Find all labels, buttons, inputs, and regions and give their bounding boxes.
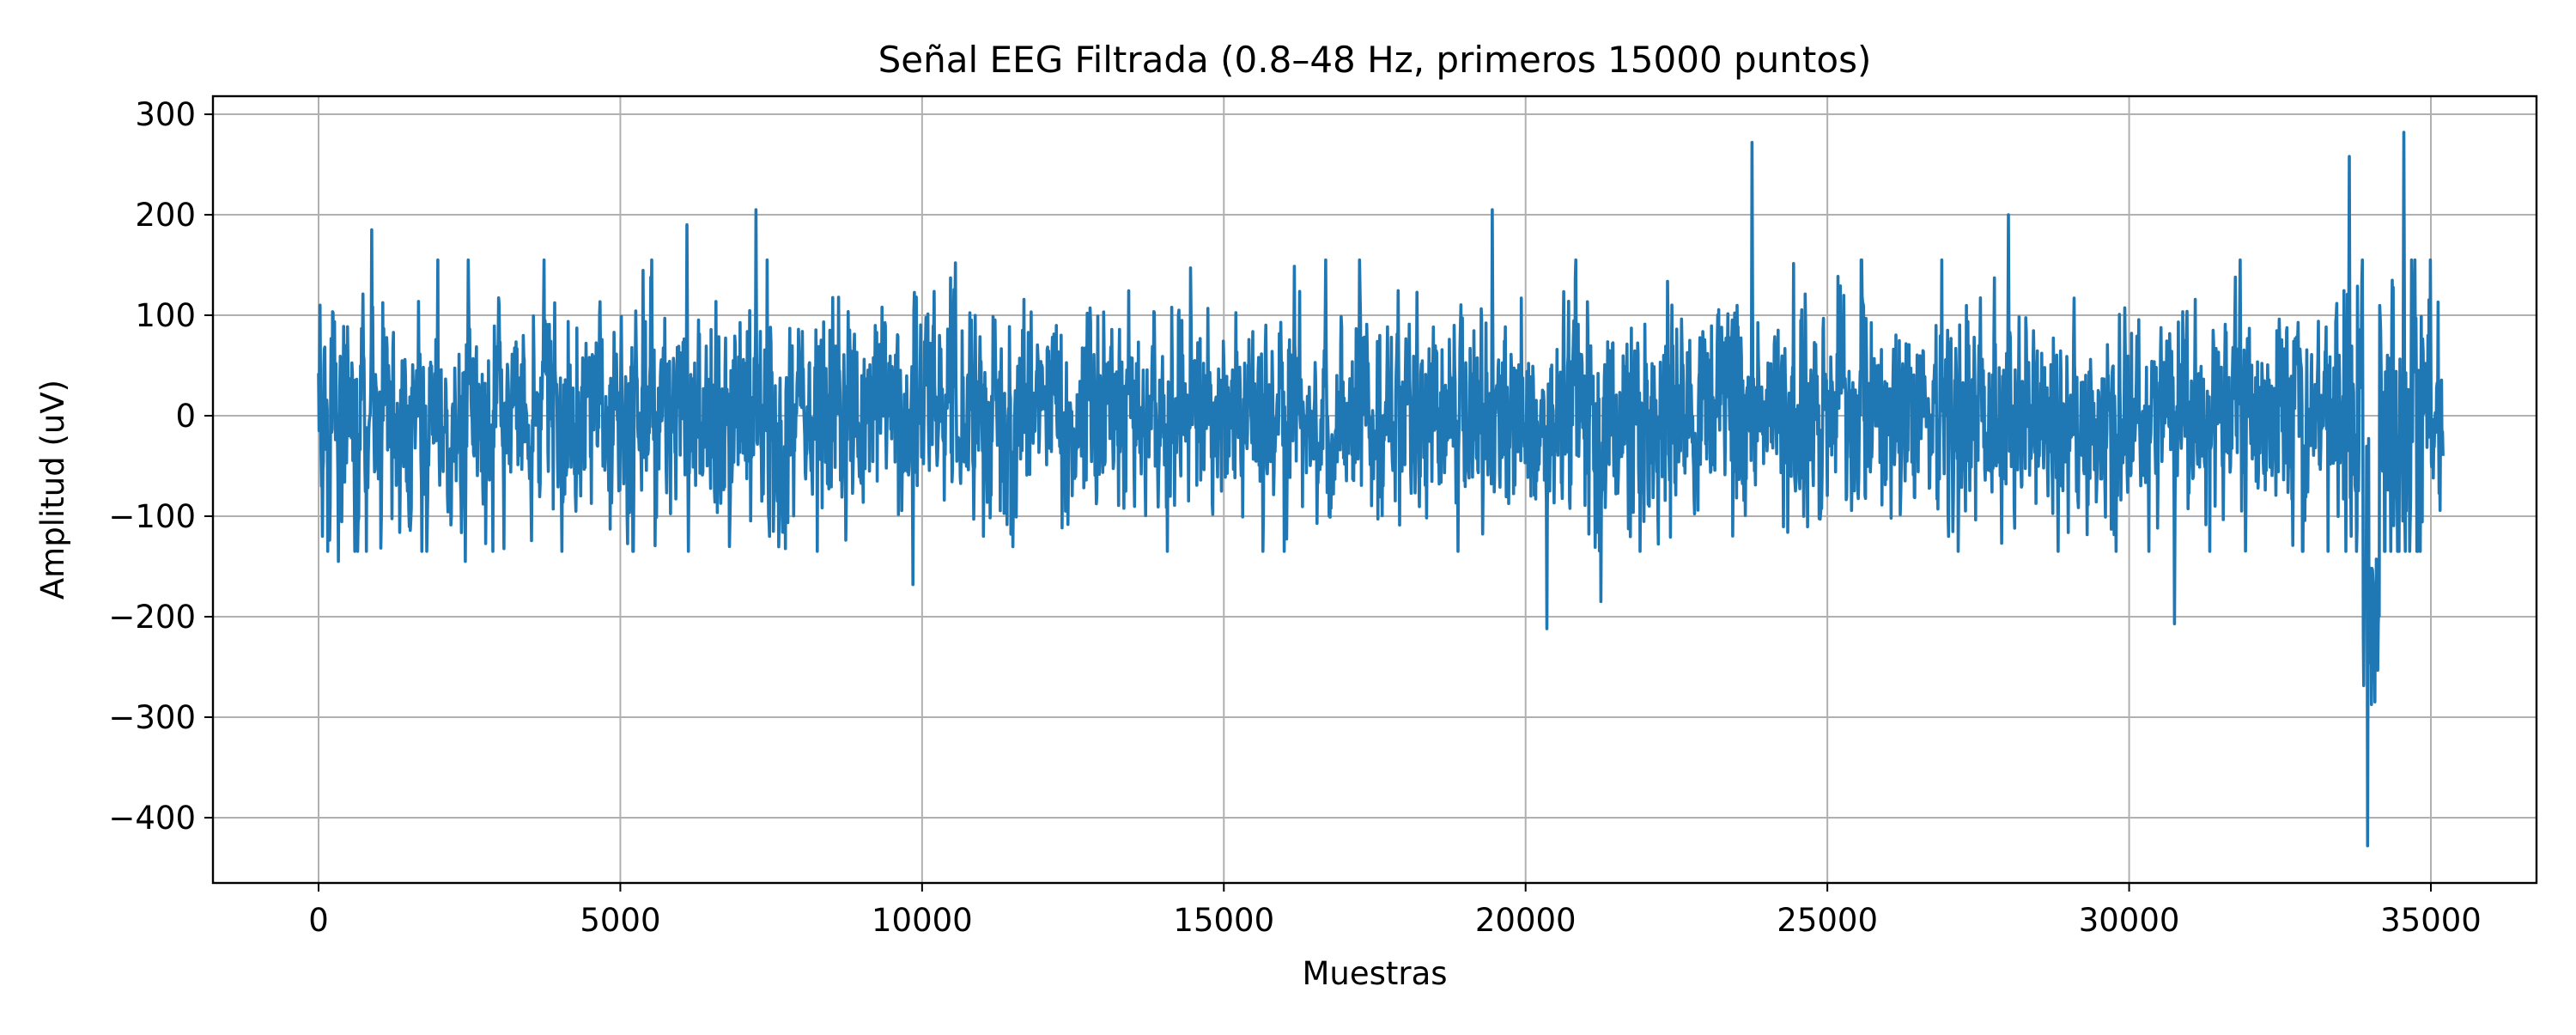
chart-title: Señal EEG Filtrada (0.8–48 Hz, primeros … — [878, 39, 1872, 81]
y-tick-label: −100 — [108, 498, 196, 535]
x-tick-label: 5000 — [580, 902, 660, 939]
x-tick-label: 25000 — [1777, 902, 1878, 939]
x-tick-label: 0 — [308, 902, 329, 939]
x-tick-label: 15000 — [1173, 902, 1274, 939]
tick-layer: 0 5000 10000 15000 20000 25000 30000 35000 300 20… — [108, 96, 2481, 939]
y-axis-label: Amplitud (uV) — [34, 380, 71, 600]
y-tick-label: −200 — [108, 599, 196, 636]
y-tick-label: 0 — [175, 398, 196, 435]
grid-layer — [213, 96, 2537, 883]
y-tick-label: 200 — [135, 197, 196, 234]
x-axis-label: Muestras — [1302, 955, 1447, 992]
y-tick-label: −400 — [108, 800, 196, 837]
x-tick-label: 30000 — [2079, 902, 2180, 939]
series-layer — [317, 131, 2445, 848]
y-tick-label: −300 — [108, 699, 196, 736]
plot-frame — [211, 94, 2538, 885]
x-tick-label: 10000 — [872, 902, 973, 939]
eeg-signal-line — [317, 131, 2445, 848]
x-tick-label: 35000 — [2380, 902, 2482, 939]
y-tick-label: 100 — [135, 297, 196, 334]
y-tick-label: 300 — [135, 96, 196, 133]
x-tick-label: 20000 — [1475, 902, 1577, 939]
